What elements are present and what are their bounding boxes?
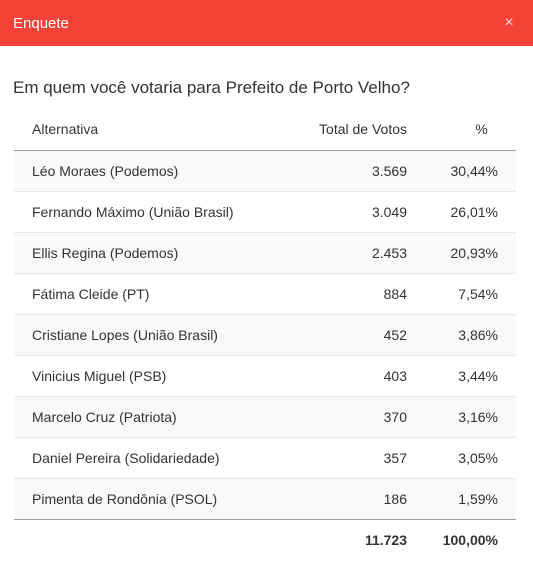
candidate-percent: 30,44% bbox=[407, 150, 516, 192]
total-label-cell bbox=[14, 519, 294, 561]
modal-title: Enquete bbox=[13, 14, 69, 32]
close-icon[interactable]: × bbox=[504, 14, 514, 31]
table-header-row: Alternativa Total de Votos % bbox=[14, 108, 516, 151]
candidate-percent: 3,16% bbox=[407, 396, 516, 438]
poll-results-table: Alternativa Total de Votos % Léo Moraes … bbox=[14, 108, 516, 561]
candidate-votes: 403 bbox=[294, 355, 407, 397]
table-row: Pimenta de Rondônia (PSOL) 186 1,59% bbox=[14, 478, 516, 520]
column-header-percent: % bbox=[407, 108, 516, 151]
column-header-alternativa: Alternativa bbox=[14, 108, 294, 151]
table-row: Fernando Máximo (União Brasil) 3.049 26,… bbox=[14, 191, 516, 233]
total-percent: 100,00% bbox=[407, 519, 516, 561]
candidate-votes: 884 bbox=[294, 273, 407, 315]
column-header-total-votos: Total de Votos bbox=[294, 108, 407, 151]
table-total-row: 11.723 100,00% bbox=[14, 519, 516, 561]
candidate-percent: 3,86% bbox=[407, 314, 516, 356]
candidate-votes: 452 bbox=[294, 314, 407, 356]
candidate-votes: 357 bbox=[294, 437, 407, 479]
candidate-name: Pimenta de Rondônia (PSOL) bbox=[14, 478, 294, 520]
table-row: Vinicius Miguel (PSB) 403 3,44% bbox=[14, 355, 516, 397]
candidate-name: Fernando Máximo (União Brasil) bbox=[14, 191, 294, 233]
candidate-votes: 186 bbox=[294, 478, 407, 520]
candidate-percent: 3,44% bbox=[407, 355, 516, 397]
candidate-name: Léo Moraes (Podemos) bbox=[14, 150, 294, 192]
table-row: Ellis Regina (Podemos) 2.453 20,93% bbox=[14, 232, 516, 274]
candidate-name: Marcelo Cruz (Patriota) bbox=[14, 396, 294, 438]
candidate-name: Ellis Regina (Podemos) bbox=[14, 232, 294, 274]
candidate-votes: 2.453 bbox=[294, 232, 407, 274]
poll-question: Em quem você votaria para Prefeito de Po… bbox=[13, 78, 410, 97]
candidate-votes: 370 bbox=[294, 396, 407, 438]
candidate-name: Vinicius Miguel (PSB) bbox=[14, 355, 294, 397]
candidate-percent: 26,01% bbox=[407, 191, 516, 233]
candidate-votes: 3.569 bbox=[294, 150, 407, 192]
candidate-percent: 1,59% bbox=[407, 478, 516, 520]
table-row: Cristiane Lopes (União Brasil) 452 3,86% bbox=[14, 314, 516, 356]
table-row: Daniel Pereira (Solidariedade) 357 3,05% bbox=[14, 437, 516, 479]
total-votes: 11.723 bbox=[294, 519, 407, 561]
candidate-percent: 7,54% bbox=[407, 273, 516, 315]
table-row: Fátima Cleide (PT) 884 7,54% bbox=[14, 273, 516, 315]
table-row: Marcelo Cruz (Patriota) 370 3,16% bbox=[14, 396, 516, 438]
table-row: Léo Moraes (Podemos) 3.569 30,44% bbox=[14, 150, 516, 192]
candidate-percent: 20,93% bbox=[407, 232, 516, 274]
candidate-name: Cristiane Lopes (União Brasil) bbox=[14, 314, 294, 356]
modal-header: Enquete × bbox=[0, 0, 533, 46]
candidate-name: Daniel Pereira (Solidariedade) bbox=[14, 437, 294, 479]
candidate-name: Fátima Cleide (PT) bbox=[14, 273, 294, 315]
candidate-votes: 3.049 bbox=[294, 191, 407, 233]
candidate-percent: 3,05% bbox=[407, 437, 516, 479]
